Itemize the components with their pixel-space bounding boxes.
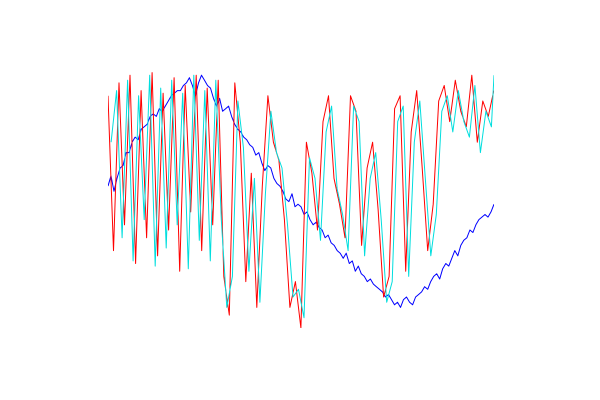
series-line-2 — [108, 72, 494, 328]
plot-area — [108, 72, 494, 328]
series-line-3 — [110, 74, 494, 319]
series-line-1 — [108, 74, 494, 308]
